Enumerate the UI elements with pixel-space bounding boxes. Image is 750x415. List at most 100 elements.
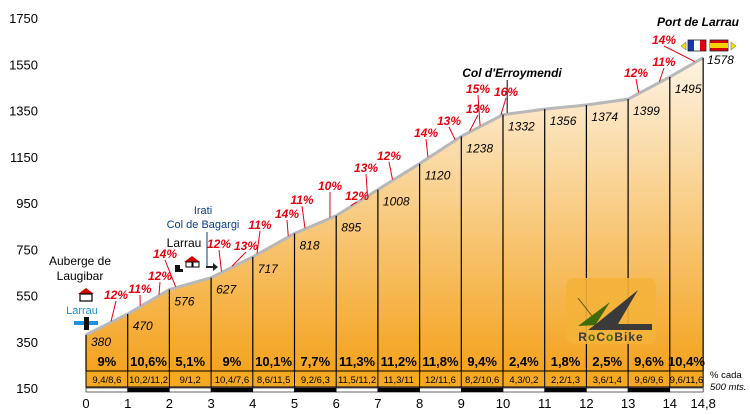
segment-sub-gradient: 11,3/11 [384,375,414,386]
segment-gradient: 10,6% [130,354,167,369]
segment-gradient: 1,8% [551,354,581,369]
max-gradient-label: 14% [652,33,676,47]
gradient-leader-line [477,94,481,126]
x-tick-label: 4 [249,396,256,411]
max-gradient-label: 13% [354,161,378,175]
y-tick-label: 550 [16,289,38,304]
distance-scale-bar [419,387,462,393]
town-label: Larrau [167,236,202,250]
profile-line [85,56,704,337]
distance-scale-bar [669,387,704,393]
distance-scale-bar [627,387,671,393]
segment-gradient: 9,6% [634,354,664,369]
max-gradient-label: 13% [437,114,461,128]
x-tick-label: 5 [291,396,298,411]
segment-sub-gradient: 8,2/10,6 [465,375,499,386]
x-tick-label: 6 [333,396,340,411]
segment-gradient: 7,7% [301,354,331,369]
junction-label: Col de Bagargi [167,219,240,231]
x-tick-label: 1 [124,396,131,411]
start-place-label: Auberge de [49,254,111,268]
gradient-leader-line [500,97,507,115]
gradient-leader-line [164,259,177,287]
distance-scale-bar [252,387,295,393]
y-tick-label: 350 [16,335,38,350]
max-gradient-label: 14% [275,207,299,221]
distance-scale-bar [127,387,170,393]
x-tick-label: 10 [496,396,510,411]
segment-sub-gradient: 8,6/11,5 [257,375,291,386]
max-gradient-label: 12% [345,189,369,203]
segment-gradient: 10,4% [668,354,705,369]
max-gradient-label: 11% [652,55,675,69]
segment-sub-gradient: 9,6/11,6 [670,375,704,386]
spain-flag-icon [709,39,737,52]
elevation-label: 1332 [508,120,535,134]
segment-gradient: 2,5% [592,354,622,369]
max-gradient-label: 12% [207,237,231,251]
max-gradient-label: 14% [414,126,438,140]
distance-scale-bar [377,387,420,393]
elevation-label: 1356 [550,114,577,128]
max-gradient-label: 12% [148,269,172,283]
gradient-leader-line [256,230,261,254]
gradient-leader-line [448,126,456,140]
gradient-leader-line [658,67,665,82]
gradient-leader-line [469,114,479,132]
max-gradient-label: 11% [248,218,271,232]
x-tick-label: 2 [166,396,173,411]
distance-scale-bar [169,387,212,393]
segment-sub-gradient: 3,6/1,4 [593,375,622,386]
segment-sub-gradient: 4,3/0,2 [509,375,538,386]
gradient-leader-line [218,249,223,272]
x-tick-label: 8 [416,396,423,411]
max-gradient-label: 14% [153,247,177,261]
elevation-label: 1578 [707,53,734,67]
gradient-leader-line [158,281,161,295]
elevation-label: 1495 [675,82,702,96]
gradient-leader-line [388,161,393,180]
start-town-label: Larrau [66,305,98,317]
x-tick-label: 13 [621,396,635,411]
elevation-label: 1238 [466,141,493,155]
distance-scale-bar [335,387,379,393]
sub-gradient-legend: % cada [710,370,742,381]
segment-gradient: 9,4% [467,354,497,369]
segment-gradient: 10,1% [255,354,292,369]
y-tick-label: 1550 [9,57,38,72]
town-sign-icon [74,317,98,330]
distance-scale-bar [502,387,546,393]
gradient-leader-line [425,138,429,158]
arrow-right-icon [206,263,218,271]
elevation-label: 895 [341,221,361,235]
elevation-label: 818 [300,239,320,253]
segment-gradient: 9% [223,354,242,369]
y-tick-label: 750 [16,242,38,257]
rocobike-logo: RoCoBike [566,278,656,344]
x-tick-label: 14 [663,396,677,411]
houses-icon [175,256,200,272]
x-tick-label: 7 [374,396,381,411]
y-tick-label: 1150 [10,150,38,165]
distance-scale-bar [586,387,629,393]
elevation-label: 627 [216,283,237,297]
france-flag-icon [680,39,707,52]
junction-label: Irati [194,205,212,217]
col-label: Col d'Erroymendi [462,66,562,80]
max-gradient-label: 15% [466,82,490,96]
svg-text:RoCoBike: RoCoBike [578,330,643,344]
max-gradient-label: 13% [466,102,490,116]
gradient-leader-line [286,219,289,237]
distance-scale-bar [294,387,337,393]
segment-sub-gradient: 10,2/11,2 [129,375,168,386]
distance-scale-bar [460,387,504,393]
sub-gradient-legend: 500 mts. [710,382,746,393]
max-gradient-label: 10% [318,179,342,193]
gradient-leader-line [301,205,306,229]
elevation-label: 717 [258,262,279,276]
x-tick-label: 11 [538,396,552,411]
segment-sub-gradient: 9,6/9,6 [634,375,663,386]
segment-gradient: 9% [97,354,116,369]
segment-gradient: 11,2% [381,354,418,369]
x-tick-label: 12 [579,396,593,411]
